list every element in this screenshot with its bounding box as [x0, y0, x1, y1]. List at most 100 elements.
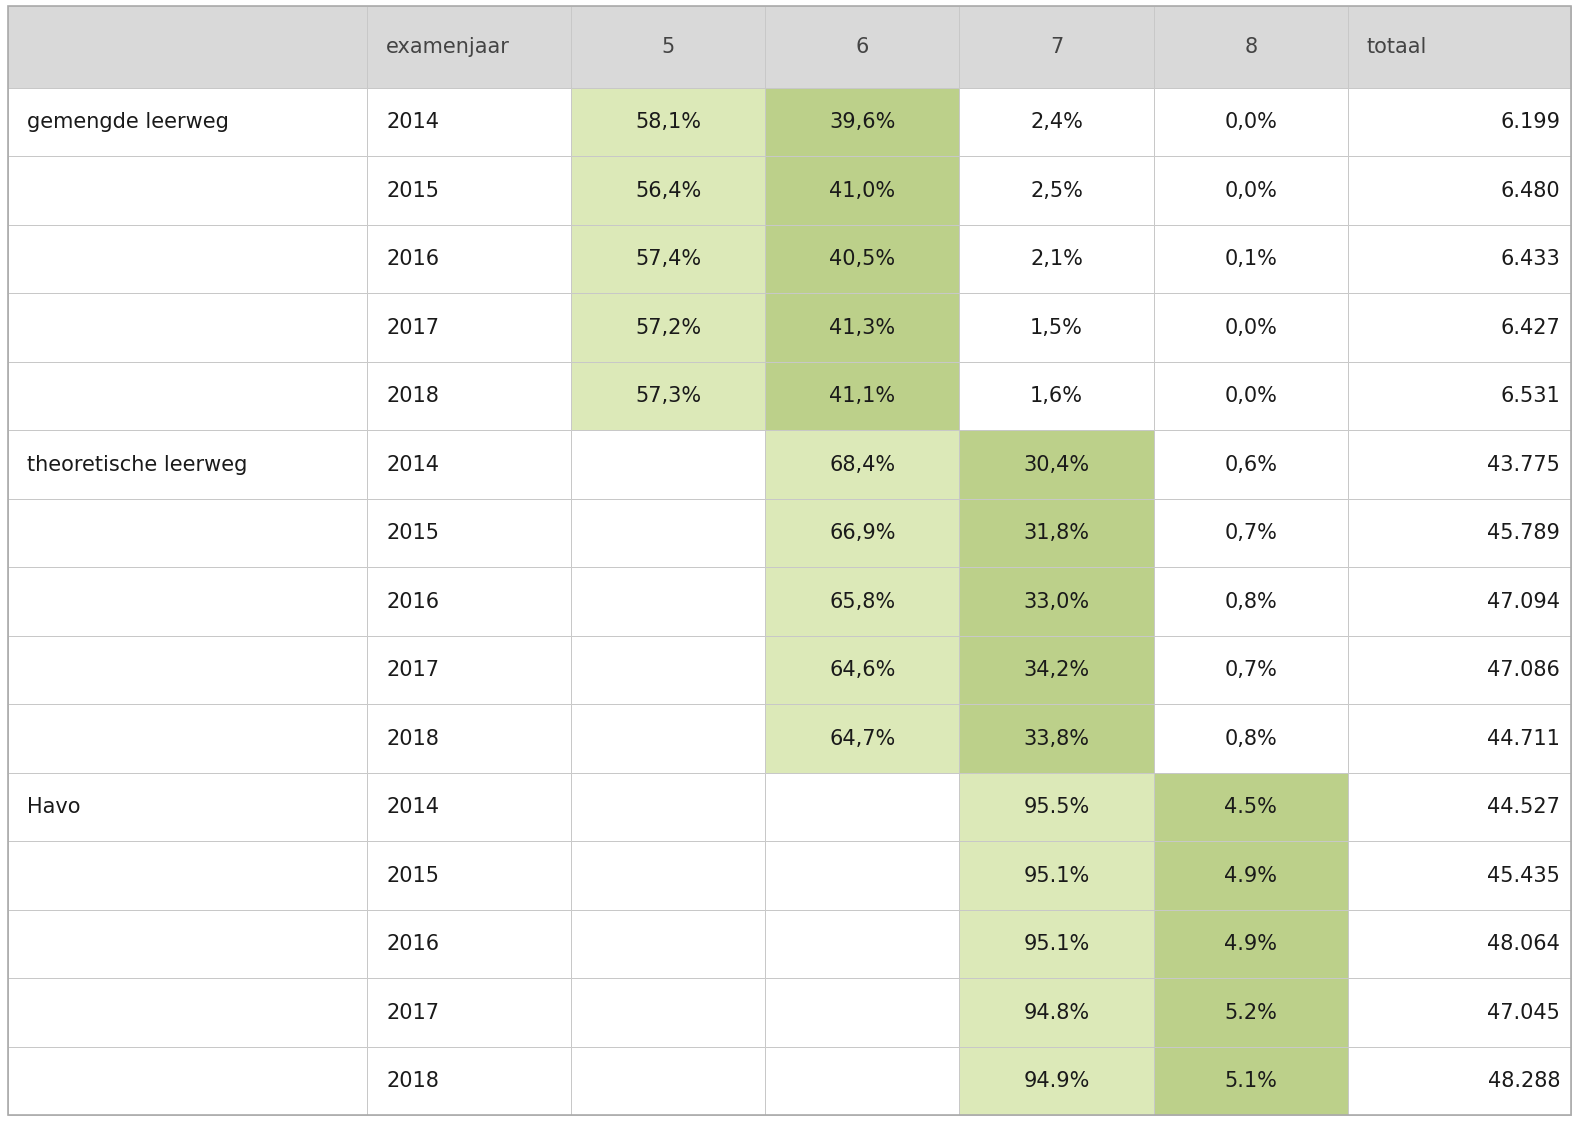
Text: 94.9%: 94.9% — [1023, 1072, 1090, 1091]
Text: 41,1%: 41,1% — [829, 386, 895, 406]
Bar — [960, 362, 1154, 430]
Bar — [1348, 842, 1571, 910]
Text: 5.1%: 5.1% — [1224, 1072, 1277, 1091]
Text: 47.094: 47.094 — [1487, 592, 1560, 612]
Text: 2014: 2014 — [387, 455, 439, 474]
Bar — [960, 910, 1154, 979]
Text: 5: 5 — [662, 37, 674, 57]
Text: 2,5%: 2,5% — [1030, 180, 1083, 201]
Bar — [960, 294, 1154, 362]
Bar — [960, 704, 1154, 772]
Text: totaal: totaal — [1367, 37, 1427, 57]
Text: 39,6%: 39,6% — [829, 112, 895, 132]
Bar — [8, 1047, 368, 1115]
Bar — [1348, 1047, 1571, 1115]
Text: 57,4%: 57,4% — [635, 249, 701, 269]
Text: 56,4%: 56,4% — [635, 180, 701, 201]
Bar — [8, 636, 368, 704]
Text: 65,8%: 65,8% — [829, 592, 895, 612]
Text: 57,3%: 57,3% — [635, 386, 701, 406]
Text: 2017: 2017 — [387, 1002, 439, 1022]
Text: 6.427: 6.427 — [1500, 317, 1560, 337]
Bar — [572, 499, 766, 567]
Bar — [1348, 499, 1571, 567]
Bar — [960, 636, 1154, 704]
Text: 34,2%: 34,2% — [1023, 660, 1090, 680]
Text: 4.9%: 4.9% — [1224, 865, 1277, 886]
Bar — [368, 156, 572, 225]
Bar — [1348, 294, 1571, 362]
Bar — [572, 567, 766, 636]
Text: 4.5%: 4.5% — [1224, 797, 1277, 817]
Bar — [368, 636, 572, 704]
Text: 0,8%: 0,8% — [1224, 729, 1277, 749]
Text: 2014: 2014 — [387, 112, 439, 132]
Bar — [766, 294, 960, 362]
Bar — [766, 1047, 960, 1115]
Text: 48.288: 48.288 — [1487, 1072, 1560, 1091]
Text: 45.789: 45.789 — [1487, 524, 1560, 543]
Text: 2,1%: 2,1% — [1030, 249, 1083, 269]
Text: 2015: 2015 — [387, 865, 439, 886]
Bar — [8, 842, 368, 910]
Text: 33,0%: 33,0% — [1023, 592, 1090, 612]
Text: 43.775: 43.775 — [1487, 455, 1560, 474]
Text: 0,7%: 0,7% — [1224, 524, 1277, 543]
Text: 66,9%: 66,9% — [829, 524, 895, 543]
Bar — [1348, 772, 1571, 842]
Bar — [1154, 156, 1348, 225]
Bar — [8, 362, 368, 430]
Bar — [1154, 567, 1348, 636]
Text: 0,6%: 0,6% — [1224, 455, 1277, 474]
Bar — [1154, 979, 1348, 1047]
Bar — [960, 842, 1154, 910]
Text: 57,2%: 57,2% — [635, 317, 701, 337]
Text: 2016: 2016 — [387, 592, 439, 612]
Bar — [960, 979, 1154, 1047]
Text: 5.2%: 5.2% — [1224, 1002, 1277, 1022]
Text: Havo: Havo — [27, 797, 81, 817]
Bar — [1348, 362, 1571, 430]
Bar — [8, 294, 368, 362]
Bar — [960, 430, 1154, 499]
Text: examenjaar: examenjaar — [387, 37, 510, 57]
Text: 2014: 2014 — [387, 797, 439, 817]
Bar — [572, 6, 766, 87]
Bar — [960, 6, 1154, 87]
Bar — [8, 704, 368, 772]
Bar — [1348, 636, 1571, 704]
Bar — [1348, 225, 1571, 294]
Bar — [960, 1047, 1154, 1115]
Bar — [8, 430, 368, 499]
Bar — [572, 910, 766, 979]
Bar — [960, 87, 1154, 156]
Bar — [368, 6, 572, 87]
Bar — [766, 842, 960, 910]
Bar — [368, 704, 572, 772]
Bar — [368, 1047, 572, 1115]
Text: 33,8%: 33,8% — [1023, 729, 1090, 749]
Bar — [766, 910, 960, 979]
Text: 0,8%: 0,8% — [1224, 592, 1277, 612]
Text: 4.9%: 4.9% — [1224, 934, 1277, 954]
Text: 2017: 2017 — [387, 317, 439, 337]
Bar — [572, 772, 766, 842]
Bar — [572, 430, 766, 499]
Bar — [1154, 430, 1348, 499]
Text: 0,0%: 0,0% — [1224, 317, 1277, 337]
Text: 2,4%: 2,4% — [1030, 112, 1083, 132]
Bar — [1348, 979, 1571, 1047]
Bar — [572, 842, 766, 910]
Bar — [572, 87, 766, 156]
Text: 1,6%: 1,6% — [1030, 386, 1083, 406]
Text: 0,0%: 0,0% — [1224, 386, 1277, 406]
Text: 41,0%: 41,0% — [829, 180, 895, 201]
Bar — [766, 567, 960, 636]
Text: 2018: 2018 — [387, 1072, 439, 1091]
Bar — [8, 772, 368, 842]
Bar — [766, 362, 960, 430]
Text: 58,1%: 58,1% — [635, 112, 701, 132]
Bar — [1154, 362, 1348, 430]
Text: 44.711: 44.711 — [1487, 729, 1560, 749]
Bar — [766, 156, 960, 225]
